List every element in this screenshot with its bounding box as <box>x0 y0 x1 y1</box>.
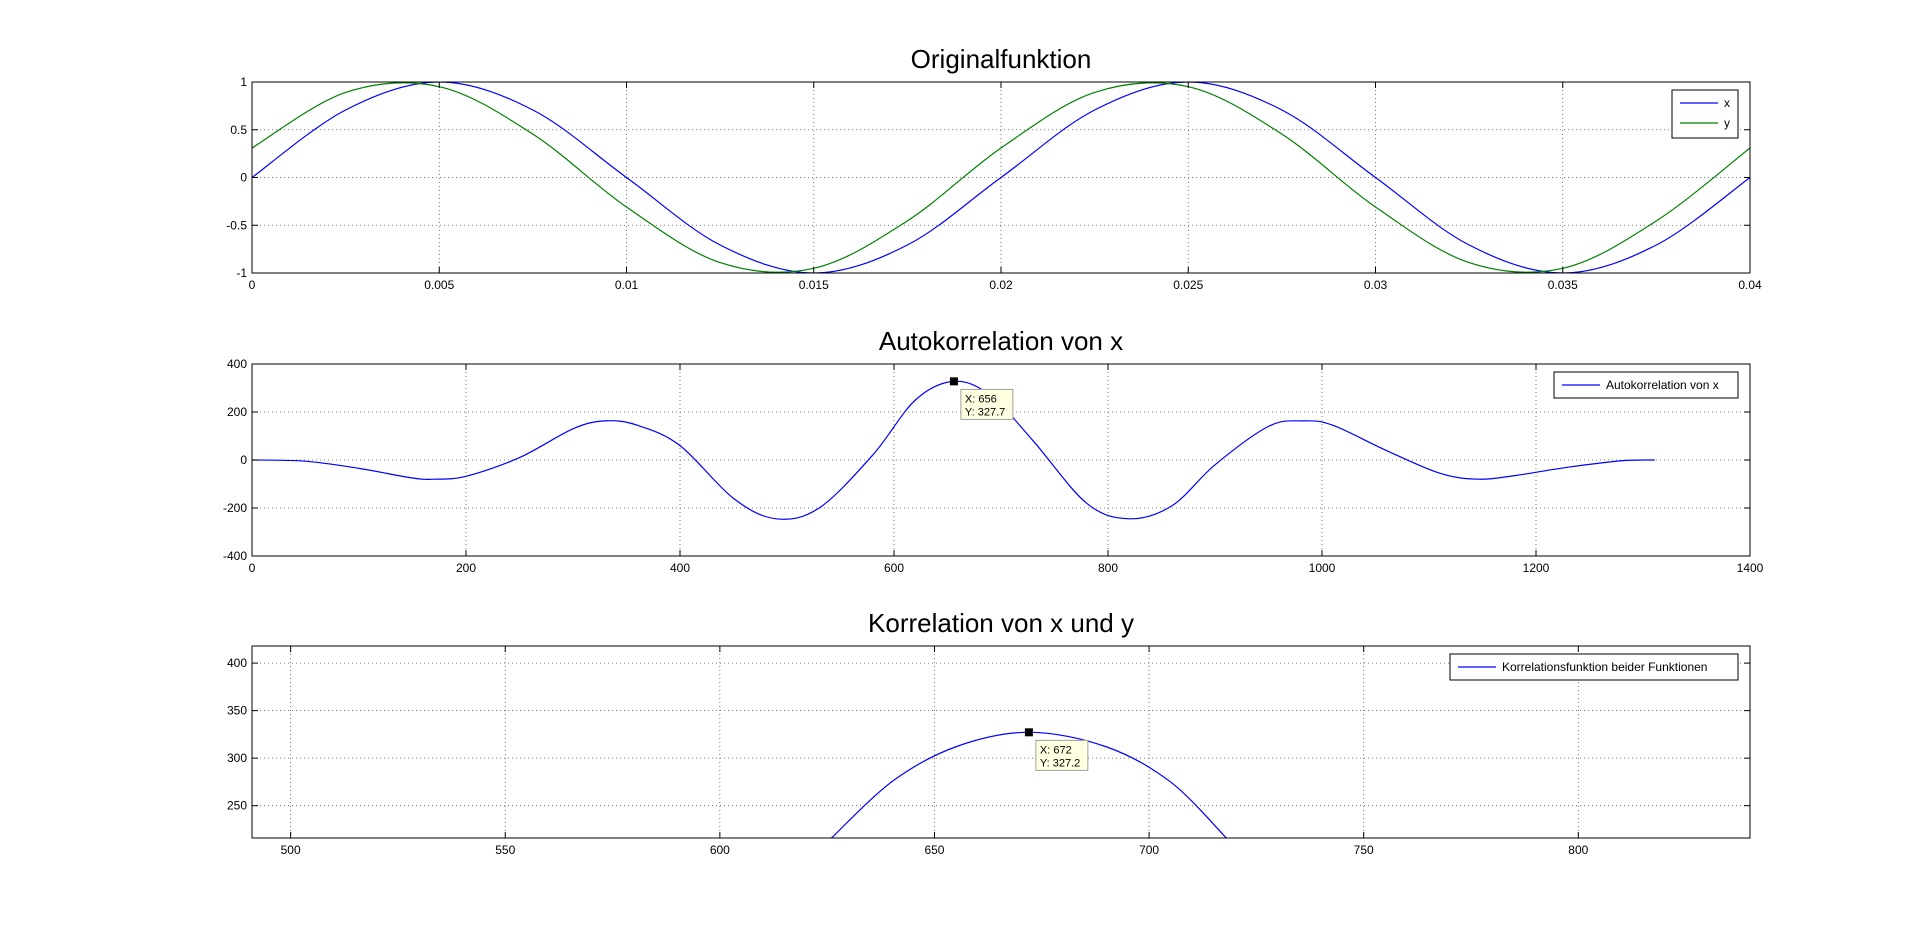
legend-label: Korrelationsfunktion beider Funktionen <box>1502 660 1707 674</box>
y-tick-label: -0.5 <box>226 218 247 232</box>
x-tick-label: 1400 <box>1737 561 1764 575</box>
legend-label: y <box>1724 116 1730 130</box>
data-tip-x: X: 672 <box>1040 744 1072 756</box>
chart-title: Korrelation von x und y <box>868 608 1134 638</box>
axes-1: 0 0.005 0.01 0.015 0.02 0.025 0.03 0.035 0.04 1 0.… <box>226 44 1762 292</box>
x-tick-label: 550 <box>495 843 515 857</box>
y-tick-label: -200 <box>223 501 247 515</box>
y-tick-label: -1 <box>236 266 247 280</box>
data-tip-marker <box>1024 728 1033 737</box>
legend: xy <box>1671 89 1739 139</box>
data-tip-y: Y: 327.7 <box>965 406 1005 418</box>
x-tick-label: 800 <box>1568 843 1588 857</box>
x-tick-label: 0 <box>249 561 256 575</box>
y-tick-label: 1 <box>240 75 247 89</box>
x-tick-label: 0.035 <box>1548 278 1578 292</box>
x-tick-label: 0.01 <box>615 278 639 292</box>
x-tick-label: 600 <box>884 561 904 575</box>
x-tick-label: 800 <box>1098 561 1118 575</box>
axes-box <box>251 645 1751 839</box>
y-tick-label: 200 <box>227 405 247 419</box>
x-tick-label: 0.005 <box>424 278 454 292</box>
y-tick-label: 350 <box>227 704 247 718</box>
data-tip-box <box>1035 739 1089 771</box>
x-tick-label: 0.02 <box>989 278 1013 292</box>
x-tick-label: 650 <box>924 843 944 857</box>
x-tick-label: 0.025 <box>1173 278 1203 292</box>
legend: Korrelationsfunktion beider Funktionen <box>1449 653 1739 681</box>
y-tick-label: 400 <box>227 656 247 670</box>
axes-3: 500 550 600 650 700 750 800 400 350 300 250 Korrela… <box>227 608 1751 857</box>
x-tick-label: 0.015 <box>799 278 829 292</box>
chart-title: Originalfunktion <box>911 44 1092 74</box>
legend-box <box>1449 653 1739 681</box>
axes-2: 0 200 400 600 800 1000 1200 1400 400 200 0 -200 -400… <box>223 326 1764 575</box>
x-tick-label: 0.03 <box>1364 278 1388 292</box>
y-tick-label: -400 <box>223 549 247 563</box>
x-tick-label: 750 <box>1354 843 1374 857</box>
x-tick-label: 200 <box>456 561 476 575</box>
legend-label: x <box>1724 96 1730 110</box>
x-tick-label: 0.04 <box>1738 278 1762 292</box>
x-tick-label: 1200 <box>1523 561 1550 575</box>
data-tip-x: X: 656 <box>965 393 997 405</box>
y-tick-label: 250 <box>227 799 247 813</box>
y-tick-label: 400 <box>227 357 247 371</box>
data-tip-y: Y: 327.2 <box>1040 757 1080 769</box>
legend-box <box>1671 89 1739 139</box>
chart-title: Autokorrelation von x <box>879 326 1123 356</box>
x-tick-label: 400 <box>670 561 690 575</box>
legend: Autokorrelation von x <box>1553 371 1739 399</box>
data-tip-box <box>960 388 1014 420</box>
x-tick-label: 1000 <box>1309 561 1336 575</box>
series-line-1 <box>252 82 1750 273</box>
x-tick-label: 500 <box>281 843 301 857</box>
x-tick-label: 0 <box>249 278 256 292</box>
series-line-2 <box>252 82 1750 273</box>
x-tick-label: 700 <box>1139 843 1159 857</box>
legend-label: Autokorrelation von x <box>1606 378 1719 392</box>
x-tick-label: 600 <box>710 843 730 857</box>
y-tick-label: 0 <box>240 453 247 467</box>
y-tick-label: 0 <box>240 171 247 185</box>
data-tip-marker <box>949 377 958 386</box>
y-tick-label: 300 <box>227 751 247 765</box>
y-tick-label: 0.5 <box>230 123 247 137</box>
